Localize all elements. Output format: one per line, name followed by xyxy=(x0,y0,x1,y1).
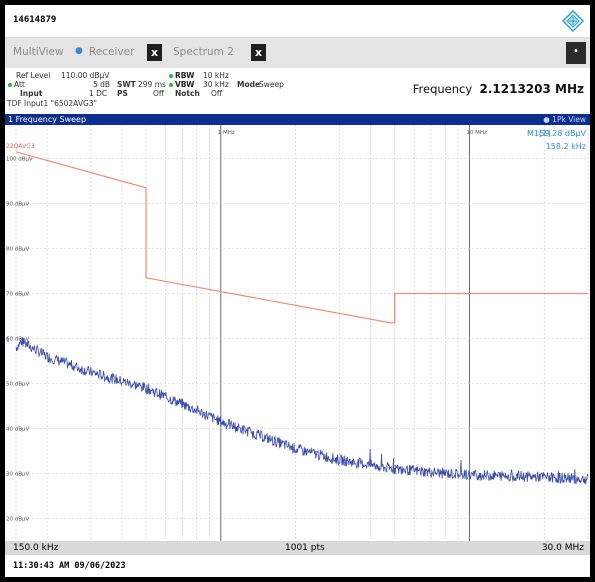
y-axis-labels: 100 dBµV 90 dBµV 80 dBµV 70 dBµV 60 dBµV 50 d… xyxy=(6,157,33,523)
marker-label: M1[1] xyxy=(527,129,550,138)
att-label: Att xyxy=(8,80,25,89)
device-id: 14614879 xyxy=(13,15,57,25)
rohde-schwarz-logo-icon xyxy=(562,10,584,32)
plot-background xyxy=(5,125,590,541)
y-tick-label: 100 dBµV xyxy=(6,157,33,163)
x-axis-labels: 1 MHz 10 MHz xyxy=(218,130,487,136)
vbw-label: VBW xyxy=(169,80,194,89)
stop-frequency: 30.0 MHz xyxy=(541,543,584,553)
receiver-close-icon[interactable]: x xyxy=(147,44,162,61)
mode-label: Mode xyxy=(237,80,261,89)
input-value: 1 DC xyxy=(89,89,108,98)
tab-multiview[interactable]: MultiView xyxy=(13,46,64,58)
vbw-value: 30 kHz xyxy=(203,80,229,89)
tab-receiver[interactable]: Receiver xyxy=(89,46,135,58)
ps-label: PS xyxy=(117,89,128,98)
tdf-text: TDF Input1 "6502AVG3" xyxy=(7,99,97,108)
swt-label: SWT xyxy=(117,80,136,89)
y-tick-label: 30 dBµV xyxy=(6,472,30,478)
limit-line xyxy=(15,151,588,324)
bottom-bar: 150.0 kHz 1001 pts 30.0 MHz xyxy=(5,541,590,555)
input-label: Input xyxy=(20,89,43,98)
rbw-label: RBW xyxy=(169,71,194,80)
notch-label: Notch xyxy=(175,89,200,98)
att-indicator-icon xyxy=(8,83,12,87)
y-tick-label: 80 dBµV xyxy=(6,247,30,253)
window-title-bar: 1 Frequency Sweep ● 1Pk View xyxy=(5,114,590,125)
limit-line-label: 22QAVG3 xyxy=(6,143,35,150)
y-tick-label: 50 dBµV xyxy=(6,382,30,388)
y-tick-label: 60 dBµV xyxy=(6,337,30,343)
menu-button[interactable]: • xyxy=(566,42,586,64)
rbw-value: 10 kHz xyxy=(203,71,229,80)
y-tick-label: 70 dBµV xyxy=(6,292,30,298)
att-value: 5 dB xyxy=(93,80,111,89)
y-tick-label: 20 dBµV xyxy=(6,517,30,523)
trace-1 xyxy=(15,337,589,485)
tab-bar: MultiView ● Receiver x Spectrum 2 x • xyxy=(5,38,590,68)
spectrum-2-close-icon[interactable]: x xyxy=(251,44,266,61)
x-tick-label: 10 MHz xyxy=(466,130,487,136)
ps-value: Off xyxy=(153,89,165,98)
start-frequency: 150.0 kHz xyxy=(13,543,59,553)
mode-value: Sweep xyxy=(259,80,284,89)
spectrum-plot[interactable]: 100 dBµV 90 dBµV 80 dBµV 70 dBµV 60 dBµV 50 d… xyxy=(5,125,590,541)
tab-spectrum-2[interactable]: Spectrum 2 xyxy=(173,46,234,58)
x-tick-label: 1 MHz xyxy=(218,130,235,136)
window-title: 1 Frequency Sweep xyxy=(8,115,87,124)
y-tick-label: 40 dBµV xyxy=(6,427,30,433)
timestamp: 11:30:43 AM 09/06/2023 xyxy=(13,561,126,571)
tab-multiview-dot: ● xyxy=(75,46,83,56)
window-view-label: ● 1Pk View xyxy=(543,115,586,124)
swt-value: 299 ms xyxy=(138,80,166,89)
top-bar: 14614879 xyxy=(5,5,590,38)
ref-level-value: 110.00 dBµV xyxy=(61,71,110,80)
vbw-indicator-icon xyxy=(169,83,173,87)
trace-label: 1 xyxy=(6,337,10,344)
ref-level-label: Ref Level xyxy=(16,71,51,80)
rbw-indicator-icon xyxy=(169,74,173,78)
marker-frequency: 158.2 kHz xyxy=(546,142,586,151)
sweep-points: 1001 pts xyxy=(285,543,325,553)
marker-level: 59.28 dBµV xyxy=(539,129,586,138)
notch-value: Off xyxy=(211,89,223,98)
analyzer-screen: 14614879 MultiView ● Receiver x Spectrum… xyxy=(5,5,590,577)
frequency-readout: Frequency 2.1213203 MHz xyxy=(412,82,584,96)
y-tick-label: 90 dBµV xyxy=(6,202,30,208)
measurement-parameters: Ref Level 110.00 dBµV Att 5 dB SWT 299 m… xyxy=(5,68,590,114)
